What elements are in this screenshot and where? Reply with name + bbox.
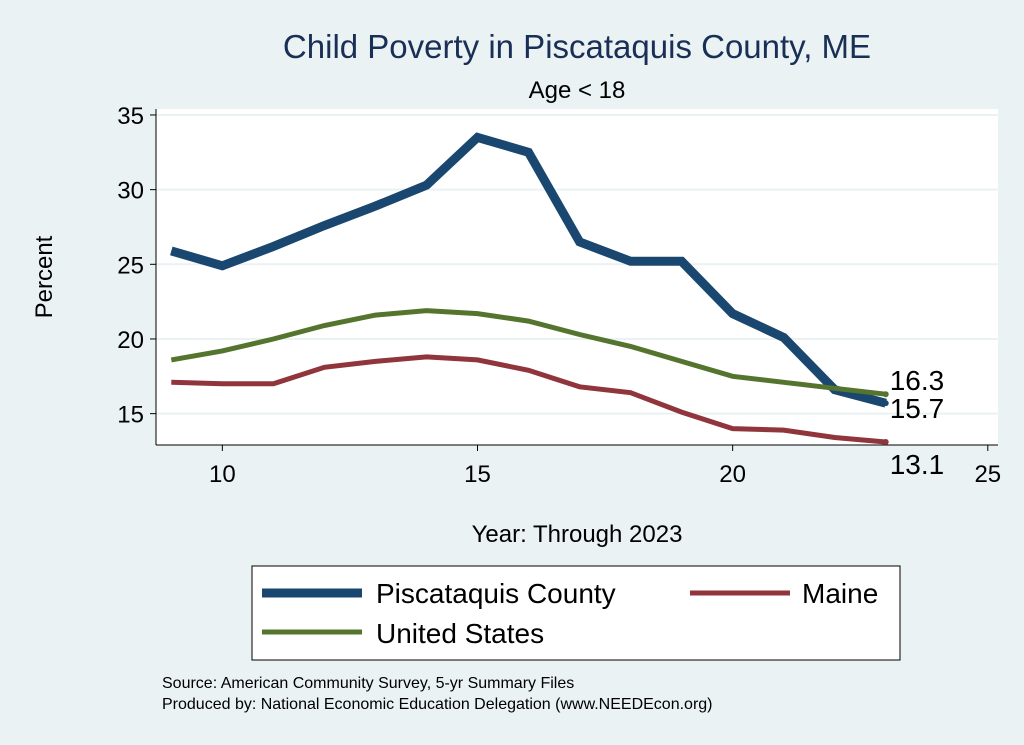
end-label-maine: 13.1 [890, 449, 945, 480]
x-tick-label-20: 20 [719, 461, 746, 488]
y-tick-label-15: 15 [117, 402, 144, 429]
y-tick-label-35: 35 [117, 103, 144, 130]
x-tick-label-25: 25 [974, 461, 1001, 488]
chart-title: Child Poverty in Piscataquis County, ME [283, 28, 871, 65]
x-tick-label-10: 10 [209, 461, 236, 488]
y-tick-label-20: 20 [117, 327, 144, 354]
series-line-united-states [170, 308, 886, 397]
end-point-maine [882, 439, 889, 446]
x-ticks: 10 15 20 25 [209, 445, 1001, 488]
end-label-piscataquis-county: 15.7 [890, 393, 945, 424]
y-tick-label-30: 30 [117, 178, 144, 205]
source-note: Source: American Community Survey, 5-yr … [162, 675, 574, 692]
series-line-piscataquis-county [170, 132, 887, 408]
x-axis-title: Year: Through 2023 [472, 521, 683, 548]
x-tick-label-15: 15 [464, 461, 491, 488]
legend-label-united-states: United States [376, 618, 544, 649]
chart-subtitle: Age < 18 [529, 77, 626, 104]
end-point-united-states [882, 391, 889, 398]
series-line-maine [171, 354, 886, 445]
y-ticks: 15 20 25 30 35 [117, 103, 156, 429]
end-point-piscataquis-county [882, 400, 889, 407]
y-tick-label-25: 25 [117, 252, 144, 279]
legend: Piscataquis County Maine United States [251, 565, 901, 661]
end-labels: 15.7 13.1 16.3 [882, 365, 945, 480]
legend-box [251, 565, 901, 661]
y-axis-title: Percent [31, 235, 58, 318]
producer-note: Produced by: National Economic Education… [162, 696, 713, 713]
legend-label-piscataquis: Piscataquis County [376, 578, 616, 609]
axes [155, 109, 998, 446]
gridlines [156, 113, 998, 415]
end-label-united-states: 16.3 [890, 365, 945, 396]
series-lines [170, 132, 887, 445]
legend-label-maine: Maine [802, 578, 878, 609]
